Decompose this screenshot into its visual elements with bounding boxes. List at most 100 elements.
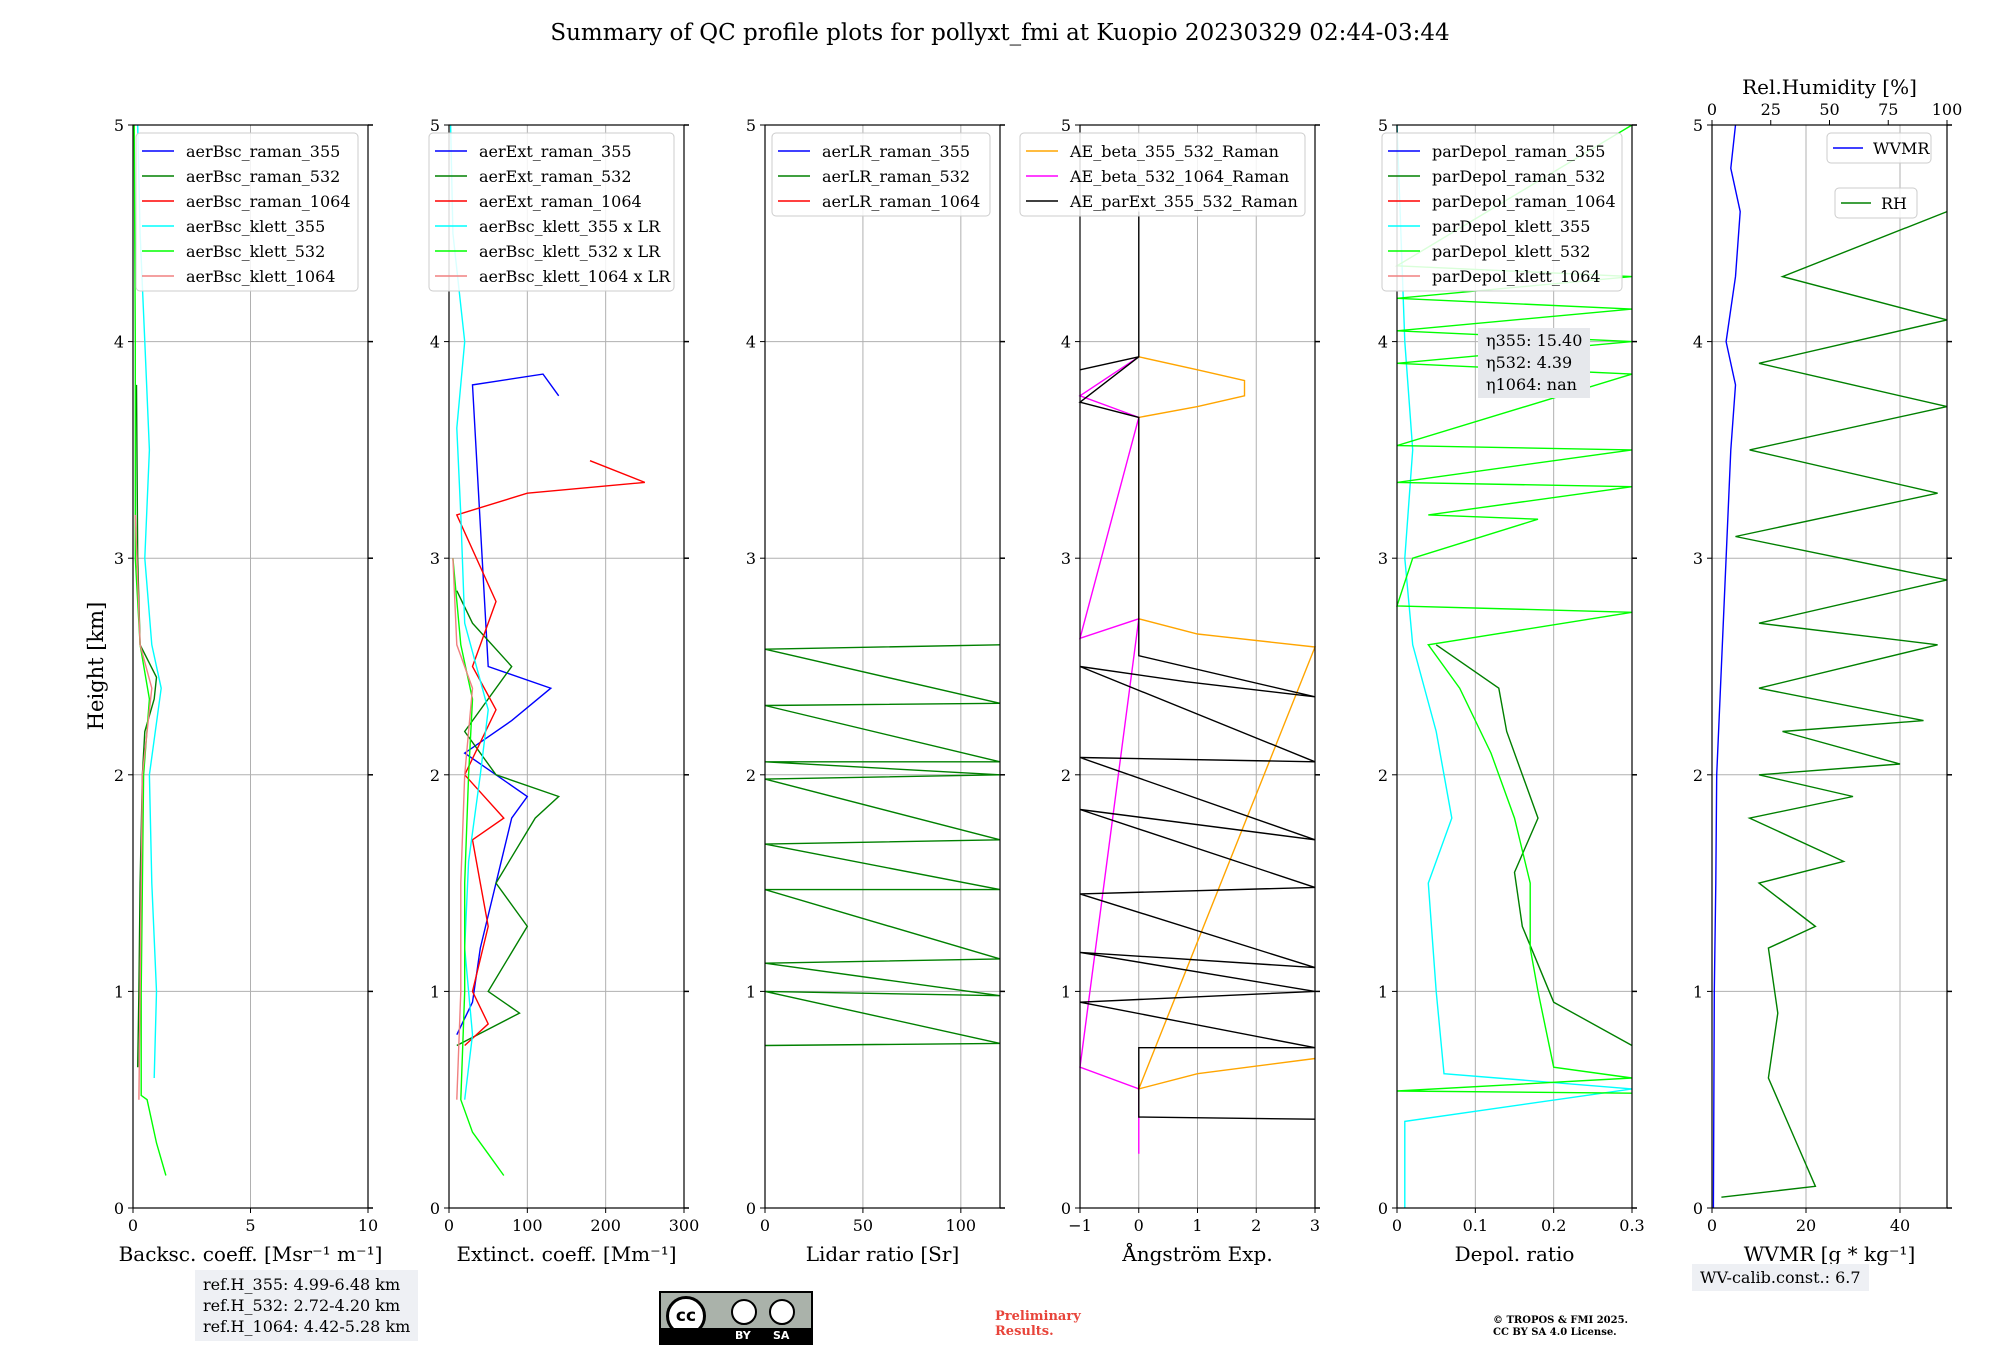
y-tick-label: 0 xyxy=(430,1199,440,1218)
x-tick-label: 300 xyxy=(669,1216,700,1235)
eta-355: η355: 15.40 xyxy=(1486,331,1583,350)
y-tick-label: 3 xyxy=(1693,549,1703,568)
y-tick-label: 5 xyxy=(746,116,756,135)
legend-entry: aerBsc_klett_355 xyxy=(186,217,325,236)
y-tick-label: 5 xyxy=(1061,116,1071,135)
y-tick-label: 0 xyxy=(746,1199,756,1218)
preliminary-line-1: Preliminary xyxy=(995,1309,1081,1324)
eta-1064: η1064: nan xyxy=(1486,375,1577,394)
axes-frame xyxy=(1396,124,1633,1209)
x-tick-label: 200 xyxy=(590,1216,621,1235)
y-tick-label: 4 xyxy=(430,333,440,352)
ref-height-355: ref.H_355: 4.99-6.48 km xyxy=(203,1275,401,1294)
y-tick-label: 5 xyxy=(114,116,124,135)
x-tick-label: 5 xyxy=(245,1216,255,1235)
copyright-note: © TROPOS & FMI 2025. CC BY SA 4.0 Licens… xyxy=(1493,1315,1628,1339)
series-line-AE_beta_355_532_Raman xyxy=(1137,356,1316,1090)
y-tick-label: 3 xyxy=(746,549,756,568)
by-label: BY xyxy=(735,1329,751,1342)
eta-532: η532: 4.39 xyxy=(1486,353,1573,372)
series-line-RH xyxy=(1721,210,1948,1198)
legend-entry: parDepol_klett_532 xyxy=(1432,242,1590,261)
legend-entry: parDepol_raman_1064 xyxy=(1432,192,1616,211)
y-tick-label: 4 xyxy=(1378,333,1388,352)
legend-entry: parDepol_klett_355 xyxy=(1432,217,1590,236)
series-line-aerBsc_raman_532 xyxy=(135,384,158,1068)
series-line-aerBsc_klett_355 x LR xyxy=(449,124,489,1100)
x-tick-label: 0.1 xyxy=(1463,1216,1488,1235)
preliminary-note: Preliminary Results. xyxy=(995,1309,1081,1339)
x-tick-label: −1 xyxy=(1068,1216,1092,1235)
top-tick-label: 25 xyxy=(1761,100,1781,119)
preliminary-line-2: Results. xyxy=(995,1324,1054,1339)
sa-label: SA xyxy=(773,1329,790,1342)
series-line-aerBsc_klett_355 xyxy=(137,124,162,1079)
attribution-icon xyxy=(731,1299,757,1325)
axes-frame xyxy=(764,124,1001,1209)
eta-calibration-box: η355: 15.40 η532: 4.39 η1064: nan xyxy=(1478,328,1591,398)
x-tick-label: 0 xyxy=(128,1216,138,1235)
legend-entry: aerLR_raman_532 xyxy=(822,167,970,186)
wv-calibration-box: WV-calib.const.: 6.7 xyxy=(1692,1264,1869,1291)
legend-entry: parDepol_klett_1064 xyxy=(1432,267,1601,286)
copyright-line-1: © TROPOS & FMI 2025. xyxy=(1493,1315,1629,1326)
legend-entry: aerBsc_raman_1064 xyxy=(186,192,351,211)
legend-entry: aerLR_raman_1064 xyxy=(822,192,980,211)
top-tick-label: 100 xyxy=(1932,100,1963,119)
x-tick-label: 3 xyxy=(1310,1216,1320,1235)
legend-box xyxy=(428,132,675,292)
legend-entry: WVMR xyxy=(1873,139,1930,158)
top-tick-label: 0 xyxy=(1707,100,1717,119)
x-tick-label: 0.2 xyxy=(1541,1216,1566,1235)
series-line-aerExt_raman_355 xyxy=(456,373,560,1036)
legend-entry: RH xyxy=(1881,194,1907,213)
legend-box xyxy=(771,132,991,217)
legend-entry: AE_beta_532_1064_Raman xyxy=(1069,167,1289,186)
legend-box xyxy=(1834,187,1918,219)
y-tick-label: 0 xyxy=(1061,1199,1071,1218)
ref-height-1064: ref.H_1064: 4.42-5.28 km xyxy=(203,1317,411,1336)
legend-entry: AE_beta_355_532_Raman xyxy=(1069,142,1279,161)
y-tick-label: 2 xyxy=(1378,766,1388,785)
y-tick-label: 3 xyxy=(430,549,440,568)
legend-entry: aerExt_raman_1064 xyxy=(479,192,642,211)
legend-entry: aerBsc_klett_532 xyxy=(186,242,325,261)
series-line-AE_parExt_355_532_Raman xyxy=(1078,211,1316,1120)
legend-entry: parDepol_raman_355 xyxy=(1432,142,1605,161)
legend-entry: aerExt_raman_532 xyxy=(479,167,632,186)
share-alike-icon xyxy=(769,1299,795,1325)
legend-entry: aerBsc_raman_355 xyxy=(186,142,340,161)
x-tick-label: 20 xyxy=(1796,1216,1816,1235)
x-tick-label: 0 xyxy=(1392,1216,1402,1235)
ref-height-532: ref.H_532: 2.72-4.20 km xyxy=(203,1296,401,1315)
top-tick-label: 75 xyxy=(1878,100,1898,119)
y-tick-label: 1 xyxy=(1061,982,1071,1001)
legend-entry: parDepol_raman_532 xyxy=(1432,167,1605,186)
y-tick-label: 0 xyxy=(1378,1199,1388,1218)
legend-entry: AE_parExt_355_532_Raman xyxy=(1069,192,1298,211)
x-tick-label: 50 xyxy=(853,1216,873,1235)
y-tick-label: 3 xyxy=(1378,549,1388,568)
legend-box xyxy=(135,132,359,292)
legend-entry: aerExt_raman_355 xyxy=(479,142,632,161)
y-tick-label: 1 xyxy=(1693,982,1703,1001)
x-tick-label: 0 xyxy=(1134,1216,1144,1235)
y-tick-label: 4 xyxy=(114,333,124,352)
y-tick-label: 1 xyxy=(114,982,124,1001)
series-line-aerBsc_klett_1064 x LR xyxy=(452,558,474,1100)
x-axis-label: Ångström Exp. xyxy=(1121,1241,1272,1266)
series-line-aerLR_raman_532 xyxy=(764,644,1001,1047)
license-bar xyxy=(661,1328,811,1343)
legend-entry: aerLR_raman_355 xyxy=(822,142,970,161)
legend-entry: aerBsc_klett_355 x LR xyxy=(479,217,661,236)
top-axis-label: Rel.Humidity [%] xyxy=(1742,75,1917,99)
y-tick-label: 4 xyxy=(1693,333,1703,352)
y-tick-label: 0 xyxy=(1693,1199,1703,1218)
y-tick-label: 1 xyxy=(430,982,440,1001)
x-axis-label: WVMR [g * kg⁻¹] xyxy=(1744,1242,1916,1266)
series-line-parDepol_klett_532 xyxy=(1394,124,1633,1094)
y-tick-label: 5 xyxy=(430,116,440,135)
legend-entry: aerBsc_klett_532 x LR xyxy=(479,242,661,261)
x-tick-label: 100 xyxy=(512,1216,543,1235)
series-line-parDepol_raman_532 xyxy=(1435,644,1633,1047)
